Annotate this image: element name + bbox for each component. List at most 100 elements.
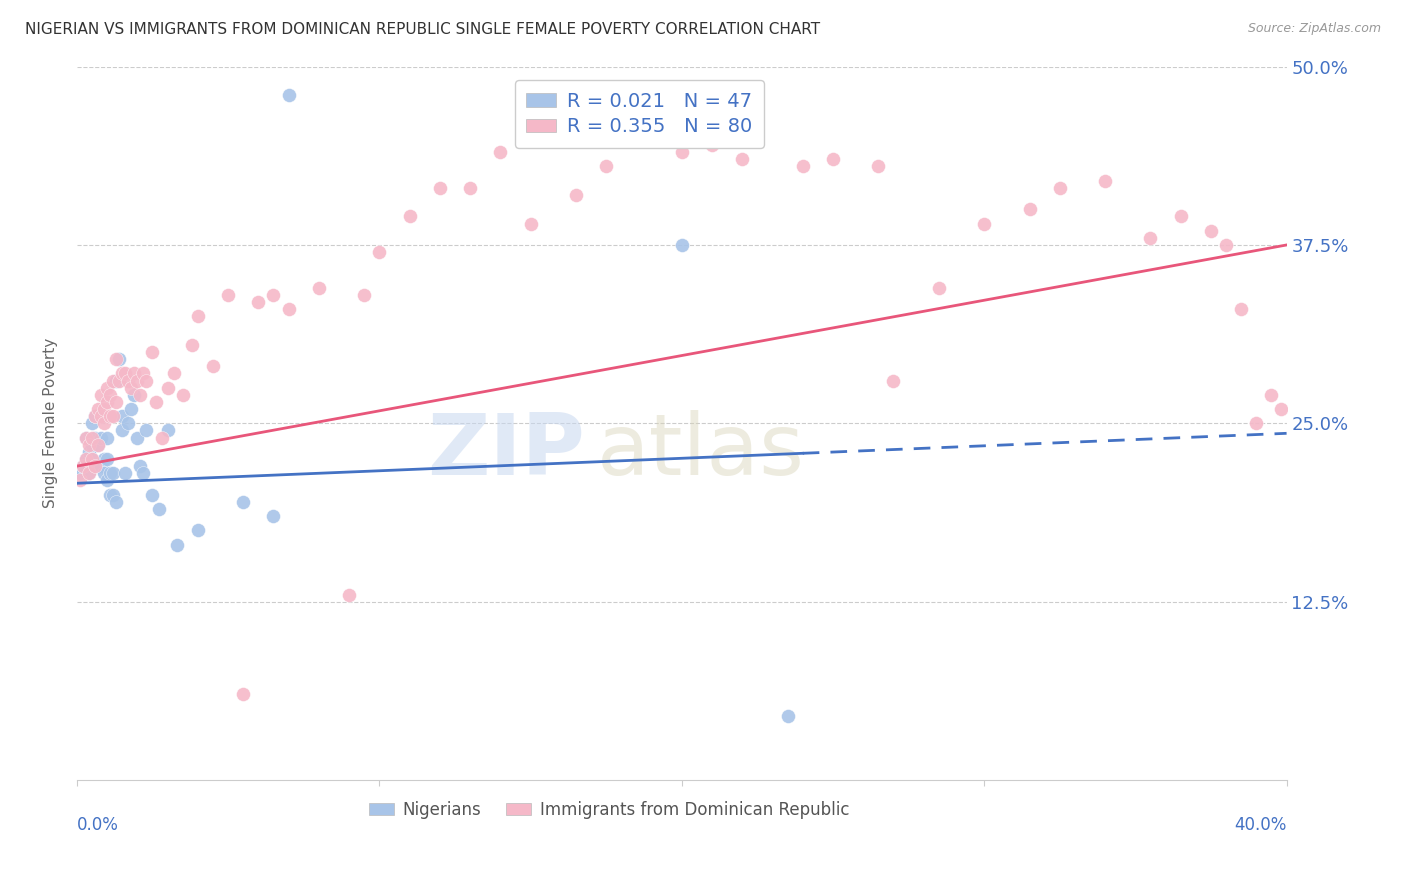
Point [120, 402, 142, 417]
Point [1049, 181, 1071, 195]
Point [398, 210, 420, 224]
Point [105, 374, 128, 388]
Point [69, 467, 91, 481]
Point [98, 388, 121, 402]
Point [101, 409, 124, 424]
Point [141, 488, 163, 502]
Point [114, 467, 136, 481]
Point [84, 409, 107, 424]
Point [337, 588, 360, 602]
Point [96, 431, 118, 445]
Point [114, 367, 136, 381]
Text: NIGERIAN VS IMMIGRANTS FROM DOMINICAN REPUBLIC SINGLE FEMALE POVERTY CORRELATION: NIGERIAN VS IMMIGRANTS FROM DOMINICAN RE… [25, 22, 821, 37]
Point [671, 238, 693, 252]
Point [882, 374, 904, 388]
Point [145, 395, 167, 409]
Legend: Nigerians, Immigrants from Dominican Republic: Nigerians, Immigrants from Dominican Rep… [363, 794, 856, 825]
Point [148, 502, 170, 516]
Point [117, 374, 139, 388]
Point [595, 160, 617, 174]
Point [277, 88, 299, 103]
Point [101, 467, 124, 481]
Point [93, 402, 115, 417]
Point [80, 431, 103, 445]
Point [127, 374, 149, 388]
Point [124, 367, 146, 381]
Point [77, 438, 100, 452]
Point [129, 388, 152, 402]
Point [141, 345, 163, 359]
Point [80, 417, 103, 431]
Point [172, 388, 194, 402]
Point [232, 688, 254, 702]
Point [117, 417, 139, 431]
Point [124, 388, 146, 402]
Text: atlas: atlas [598, 410, 806, 493]
Point [1215, 238, 1237, 252]
Point [1170, 210, 1192, 224]
Point [108, 374, 131, 388]
Point [135, 374, 157, 388]
Point [108, 352, 131, 367]
Point [565, 188, 588, 202]
Point [1199, 224, 1222, 238]
Point [519, 217, 541, 231]
Point [75, 452, 97, 467]
Point [75, 431, 97, 445]
Point [458, 181, 481, 195]
Point [75, 452, 97, 467]
Point [368, 245, 391, 260]
Point [792, 160, 814, 174]
Point [69, 474, 91, 488]
Y-axis label: Single Female Poverty: Single Female Poverty [44, 338, 58, 508]
Point [90, 388, 112, 402]
Point [247, 295, 270, 310]
Point [87, 459, 110, 474]
Point [489, 145, 512, 160]
Point [120, 381, 142, 395]
Point [1270, 402, 1292, 417]
Point [700, 138, 723, 153]
Point [429, 181, 451, 195]
Point [101, 488, 124, 502]
Point [150, 431, 173, 445]
Point [90, 459, 112, 474]
Point [132, 367, 155, 381]
Point [84, 409, 107, 424]
Text: ZIP: ZIP [427, 410, 585, 493]
Point [1018, 202, 1040, 217]
Point [72, 459, 94, 474]
Point [671, 145, 693, 160]
Point [96, 452, 118, 467]
Text: 40.0%: 40.0% [1234, 815, 1286, 834]
Point [132, 467, 155, 481]
Point [308, 281, 330, 295]
Point [201, 359, 224, 374]
Point [84, 431, 107, 445]
Point [101, 374, 124, 388]
Point [277, 302, 299, 317]
Point [135, 424, 157, 438]
Point [80, 452, 103, 467]
Point [93, 417, 115, 431]
Point [105, 395, 128, 409]
Point [93, 467, 115, 481]
Text: Source: ZipAtlas.com: Source: ZipAtlas.com [1247, 22, 1381, 36]
Point [262, 509, 284, 524]
Point [75, 431, 97, 445]
Point [111, 409, 134, 424]
Point [776, 709, 799, 723]
Point [98, 488, 121, 502]
Point [217, 288, 239, 302]
Point [928, 281, 950, 295]
Point [232, 495, 254, 509]
Point [80, 452, 103, 467]
Point [166, 538, 188, 552]
Point [77, 467, 100, 481]
Point [868, 160, 890, 174]
Point [87, 402, 110, 417]
Point [156, 381, 179, 395]
Point [731, 153, 754, 167]
Point [84, 459, 107, 474]
Point [973, 217, 995, 231]
